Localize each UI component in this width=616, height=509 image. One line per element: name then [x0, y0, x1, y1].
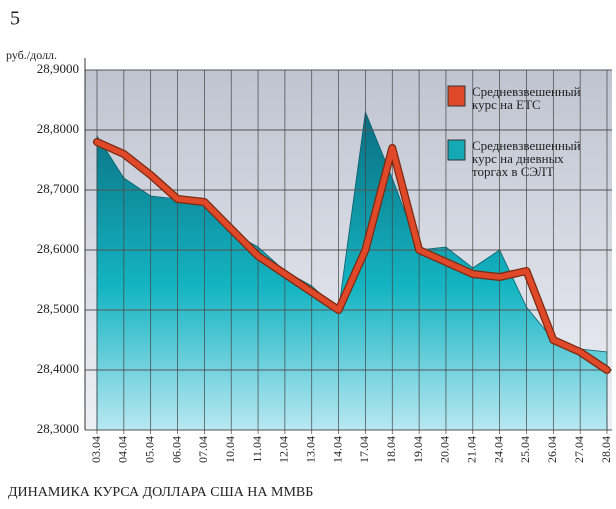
x-tick-label: 25.04: [518, 436, 532, 463]
legend-label: Средневзвешенный курс на дневных торгах …: [472, 138, 581, 179]
line: [94, 139, 610, 373]
x-tick-label: 27.04: [572, 436, 586, 463]
y-tick-label: 28,3000: [37, 421, 79, 436]
page-number: 5: [10, 8, 20, 30]
x-tick-label: 28.04: [599, 436, 613, 463]
x-tick-label: 11.04: [250, 436, 264, 463]
x-tick-label: 19.04: [411, 436, 425, 463]
x-tick-label: 13.04: [303, 436, 317, 463]
x-tick-label: 05.04: [142, 436, 156, 463]
x-tick-label: 20.04: [438, 436, 452, 463]
y-axis-label: руб./долл.: [6, 48, 57, 62]
x-tick-label: 04.04: [116, 436, 130, 463]
x-tick-label: 24.04: [491, 436, 505, 463]
x-tick-label: 18.04: [384, 436, 398, 463]
y-tick-label: 28,9000: [37, 61, 79, 76]
y-tick-label: 28,5000: [37, 301, 79, 316]
x-tick-label: 14.04: [330, 436, 344, 463]
x-tick-label: 06.04: [169, 436, 183, 463]
x-tick-label: 03.04: [89, 436, 103, 463]
legend-swatch: [447, 139, 466, 161]
x-tick-label: 12.04: [277, 436, 291, 463]
y-tick-label: 28,8000: [37, 121, 79, 136]
x-tick-label: 07.04: [196, 436, 210, 463]
y-tick-label: 28,6000: [37, 241, 79, 256]
x-tick-label: 21.04: [465, 436, 479, 463]
legend-label: Средневзвешенный курс на ЕТС: [472, 84, 581, 112]
y-tick-label: 28,7000: [37, 181, 79, 196]
legend-swatch: [447, 85, 466, 107]
x-tick-label: 17.04: [357, 436, 371, 463]
y-tick-label: 28,4000: [37, 361, 79, 376]
x-tick-label: 26.04: [545, 436, 559, 463]
x-tick-label: 10.04: [223, 436, 237, 463]
chart-title: ДИНАМИКА КУРСА ДОЛЛАРА США НА ММВБ: [8, 485, 313, 500]
